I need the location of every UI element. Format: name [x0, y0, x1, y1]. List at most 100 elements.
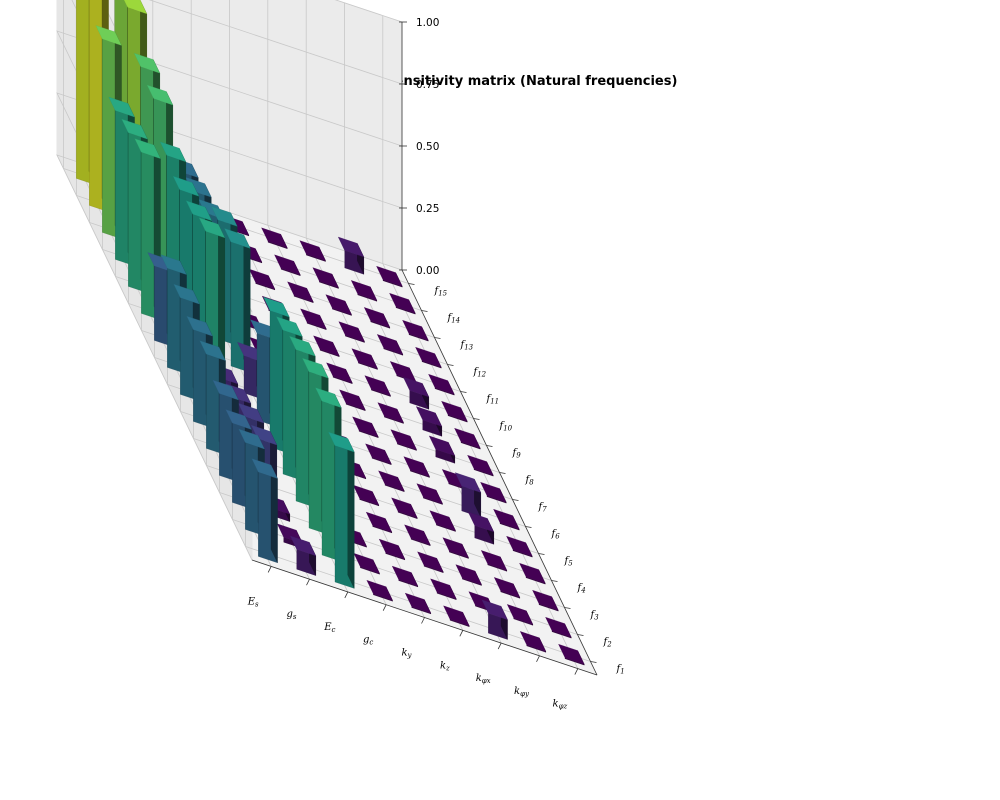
- bar-8-5: [493, 508, 520, 531]
- bar-side-face: [347, 438, 355, 589]
- bar-top-face: [172, 176, 200, 197]
- x-tick-label: gs: [287, 609, 297, 621]
- bar-6-4: [429, 510, 456, 532]
- bar-top-face: [315, 387, 342, 408]
- bar-5-4: [391, 497, 418, 519]
- bar-top-face: [442, 537, 469, 558]
- bar-top-face: [376, 265, 403, 287]
- bar-4-4: [352, 484, 380, 507]
- tick-labels: Es gs Ec gc ky kz kφx kφy kφz f1 f2 f3 f4 f5 f6 f7 f8 f9 f…: [247, 17, 625, 711]
- bar-7-11: [376, 334, 404, 356]
- bar-top-face: [123, 0, 148, 15]
- bar-5-13: [274, 254, 301, 276]
- bar-top-face: [391, 497, 418, 518]
- bar-top-face: [225, 409, 252, 430]
- bar-7-0: [519, 631, 547, 653]
- x-tick-mark: [574, 668, 579, 675]
- y-tick-mark: [564, 607, 571, 609]
- bar-top-face: [313, 335, 340, 356]
- y-tick-mark: [499, 472, 506, 474]
- bar-top-face: [224, 228, 251, 249]
- bar-top-face: [312, 267, 339, 288]
- bar-top-face: [121, 118, 148, 140]
- bar-top-face: [250, 424, 278, 446]
- x-tick-label: kz: [440, 660, 450, 672]
- bar-top-face: [185, 200, 213, 221]
- y-tick-mark: [408, 283, 415, 285]
- bar-side-face: [270, 464, 278, 563]
- bar-top-face: [237, 342, 264, 363]
- y-tick-label: f8: [525, 475, 535, 487]
- bar-6-10: [351, 348, 378, 370]
- bar-top-face: [261, 227, 288, 248]
- x-tick-mark: [382, 604, 387, 611]
- bar-8-9: [441, 400, 468, 423]
- bar-5-14: [261, 227, 288, 249]
- bar-top-face: [326, 362, 353, 383]
- bar-5-5: [378, 470, 405, 492]
- bar-top-face: [506, 604, 534, 625]
- bar-8-4: [506, 535, 533, 558]
- bar-top-face: [390, 429, 417, 450]
- bar-6-14: [299, 240, 326, 262]
- y-tick-mark: [538, 553, 545, 555]
- bar-7-3: [480, 550, 508, 572]
- x-tick-label: kφy: [514, 686, 530, 698]
- chart-title: Final sensitivity matrix (Natural freque…: [346, 74, 678, 89]
- y-tick-label: f12: [473, 367, 487, 379]
- bar-6-12: [325, 294, 352, 316]
- bar-top-face: [416, 483, 443, 504]
- bar-7-2: [493, 577, 521, 599]
- bar-top-face: [351, 348, 378, 369]
- bar-top-face: [198, 217, 226, 239]
- y-tick-label: f3: [590, 610, 600, 622]
- bar-4-1: [391, 565, 419, 588]
- bar-top-face: [250, 319, 277, 340]
- bar-8-1: [545, 616, 572, 639]
- bars: [76, 0, 585, 666]
- bar-top-face: [95, 25, 122, 46]
- bar-top-face: [248, 268, 276, 290]
- y-tick-mark: [421, 310, 428, 312]
- bar-8-6: [480, 481, 507, 504]
- bar-top-face: [300, 308, 327, 329]
- x-tick-mark: [536, 655, 540, 663]
- y-tick-mark: [473, 418, 480, 420]
- bar-top-face: [338, 321, 365, 342]
- bar-top-face: [365, 511, 393, 533]
- bar-8-12: [402, 319, 429, 342]
- bar-top-face: [289, 335, 316, 357]
- bar-top-face: [532, 589, 559, 611]
- bar-top-face: [480, 550, 508, 571]
- bar-5-0: [443, 605, 470, 627]
- y-tick-label: f6: [551, 529, 561, 541]
- y-tick-label: f7: [538, 502, 548, 514]
- bar-5-2: [417, 551, 444, 573]
- bar-top-face: [404, 592, 432, 614]
- bar-top-face: [337, 236, 365, 258]
- bar-top-face: [237, 402, 265, 424]
- bar-top-face: [251, 458, 278, 479]
- y-tick-label: f15: [434, 286, 448, 298]
- bar-top-face: [274, 254, 301, 275]
- bar-2-0: [328, 431, 355, 589]
- bar-top-face: [211, 206, 238, 227]
- bar-top-face: [365, 443, 392, 464]
- x-tick-label: ky: [401, 648, 412, 660]
- bar-3-1: [353, 553, 380, 575]
- y-tick-label: f2: [603, 637, 613, 649]
- y-tick-label: f4: [577, 583, 586, 595]
- y-tick-label: f14: [447, 313, 461, 325]
- bar-top-face: [339, 389, 366, 410]
- x-tick-label: kφz: [553, 699, 568, 711]
- bar-top-face: [328, 431, 355, 453]
- bar-top-face: [276, 316, 303, 337]
- bar-7-13: [350, 280, 378, 302]
- y-tick-mark: [486, 445, 493, 447]
- y-tick-mark: [590, 661, 597, 663]
- bar-top-face: [363, 307, 391, 328]
- bar-top-face: [428, 373, 455, 395]
- bar-4-12: [248, 268, 276, 291]
- bar-top-face: [352, 416, 379, 437]
- bar-top-face: [378, 470, 405, 491]
